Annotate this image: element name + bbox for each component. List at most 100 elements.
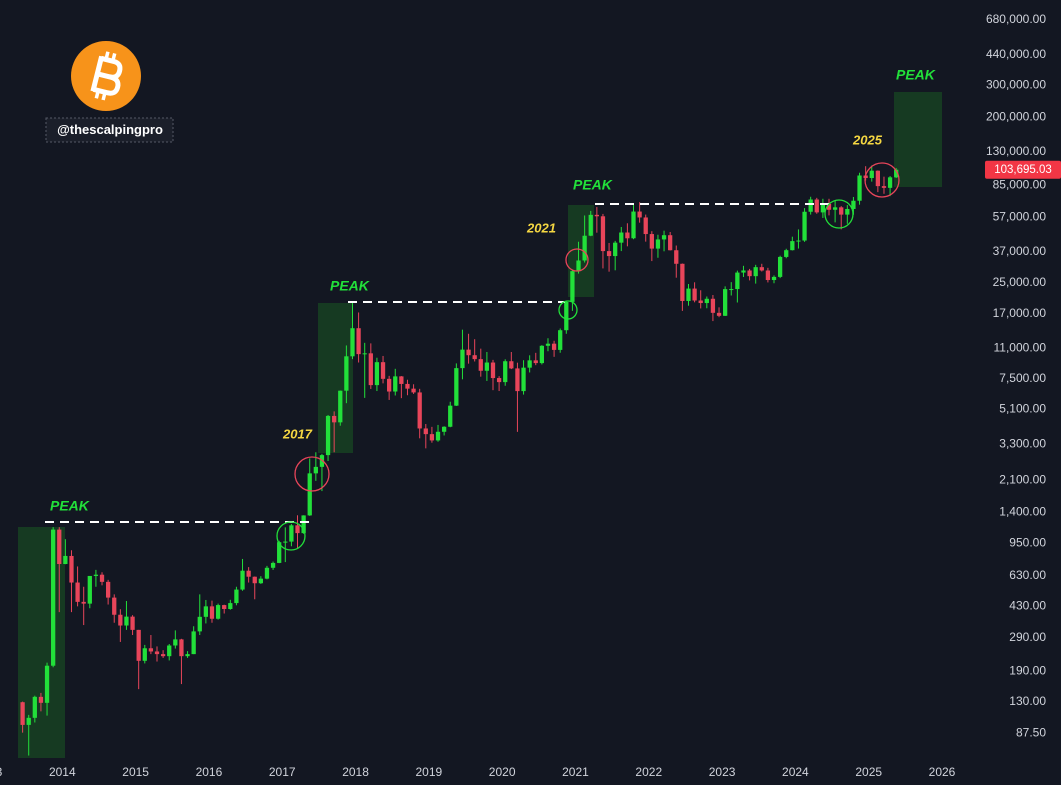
peak-zone xyxy=(894,92,942,187)
candle-body xyxy=(228,603,233,609)
candle-body xyxy=(539,345,545,364)
candle-body xyxy=(796,240,801,242)
candle-body xyxy=(51,529,56,666)
candle-body xyxy=(277,542,282,563)
candle-body xyxy=(295,525,300,534)
candle-body xyxy=(215,605,221,619)
red-circle xyxy=(864,162,900,198)
candle-body xyxy=(32,696,37,718)
candle-body xyxy=(258,578,263,584)
candle-body xyxy=(222,605,227,609)
candle-body xyxy=(490,362,496,379)
candle-body xyxy=(643,217,648,235)
candle-body xyxy=(857,175,862,201)
peak-label: PEAK xyxy=(330,278,370,294)
red-circle xyxy=(565,248,589,272)
candle-body xyxy=(484,362,490,371)
green-circle xyxy=(558,300,578,320)
candle-body xyxy=(832,207,838,210)
candle-body xyxy=(814,199,819,213)
candle-body xyxy=(142,648,147,661)
y-tick-label: 2,100.00 xyxy=(999,472,1046,486)
x-tick-label: 2015 xyxy=(122,765,149,779)
candle-body xyxy=(283,541,288,543)
candle-body xyxy=(686,288,691,301)
candle-body xyxy=(81,601,86,604)
y-tick-label: 17,000.00 xyxy=(993,306,1047,320)
candle-body xyxy=(784,250,789,257)
candle-body xyxy=(527,360,532,368)
candle-body xyxy=(417,392,422,429)
candle-body xyxy=(118,614,123,626)
candle-body xyxy=(771,276,777,281)
candle-body xyxy=(704,298,709,304)
candle-body xyxy=(332,415,337,423)
candle-body xyxy=(533,360,538,364)
candle-body xyxy=(344,356,349,391)
candle-body xyxy=(649,234,654,249)
candle-body xyxy=(130,616,135,630)
y-tick-label: 57,000.00 xyxy=(993,209,1047,223)
candle-body xyxy=(600,216,606,252)
x-tick-label: 2023 xyxy=(709,765,736,779)
plot-area xyxy=(20,165,899,756)
candle-body xyxy=(264,567,270,579)
candle-body xyxy=(20,702,25,725)
candle-body xyxy=(167,645,172,657)
peak-label: PEAK xyxy=(896,67,936,83)
candle-body xyxy=(478,359,483,371)
candle-body xyxy=(63,555,68,565)
candle-body xyxy=(521,367,526,392)
candle-body xyxy=(619,232,624,243)
candle-body xyxy=(545,343,551,346)
candle-body xyxy=(466,349,471,356)
candle-body xyxy=(747,270,752,277)
candle-body xyxy=(75,582,80,602)
candle-body xyxy=(869,170,874,179)
candle-body xyxy=(209,606,215,619)
candle-body xyxy=(99,574,105,582)
candle-body xyxy=(698,300,703,304)
candle-body xyxy=(808,199,813,212)
x-tick-label: 2014 xyxy=(49,765,76,779)
candle-body xyxy=(405,383,410,389)
candle-body xyxy=(631,211,636,239)
candle-body xyxy=(252,576,257,584)
candle-body xyxy=(496,378,502,383)
candle-body xyxy=(729,289,734,291)
candle-body xyxy=(289,525,294,542)
x-tick-label: 2013 xyxy=(0,765,3,779)
y-tick-label: 3,300.00 xyxy=(999,436,1046,450)
x-tick-label: 2026 xyxy=(929,765,956,779)
candle-body xyxy=(234,589,239,604)
y-tick-label: 37,000.00 xyxy=(993,244,1047,258)
candle-body xyxy=(185,654,190,657)
peak-label: PEAK xyxy=(50,498,90,514)
candle-body xyxy=(154,651,160,655)
y-tick-label: 430.00 xyxy=(1009,599,1046,613)
x-tick-label: 2020 xyxy=(489,765,516,779)
candle-body xyxy=(674,250,679,264)
candle-body xyxy=(551,343,557,350)
axes: 87.50 130.00 190.00 290.00 430.00 630.00 950.0… xyxy=(0,12,1061,779)
peak-label: PEAK xyxy=(573,177,613,193)
y-tick-label: 630.00 xyxy=(1009,568,1046,582)
candle-body xyxy=(582,235,587,261)
candle-body xyxy=(625,232,630,239)
candle-body xyxy=(472,355,477,360)
candle-body xyxy=(515,368,520,392)
candle-body xyxy=(558,330,563,350)
candle-body xyxy=(325,415,331,456)
candle-body xyxy=(692,288,697,301)
y-tick-label: 950.00 xyxy=(1009,535,1046,549)
last-price-box xyxy=(985,160,1061,179)
candle-body xyxy=(826,203,832,210)
candle-body xyxy=(93,574,99,576)
x-tick-label: 2016 xyxy=(196,765,223,779)
candle-body xyxy=(160,654,166,657)
candle-body xyxy=(606,251,612,257)
candle-body xyxy=(448,405,453,427)
candle-body xyxy=(240,570,245,590)
candle-body xyxy=(777,256,783,277)
